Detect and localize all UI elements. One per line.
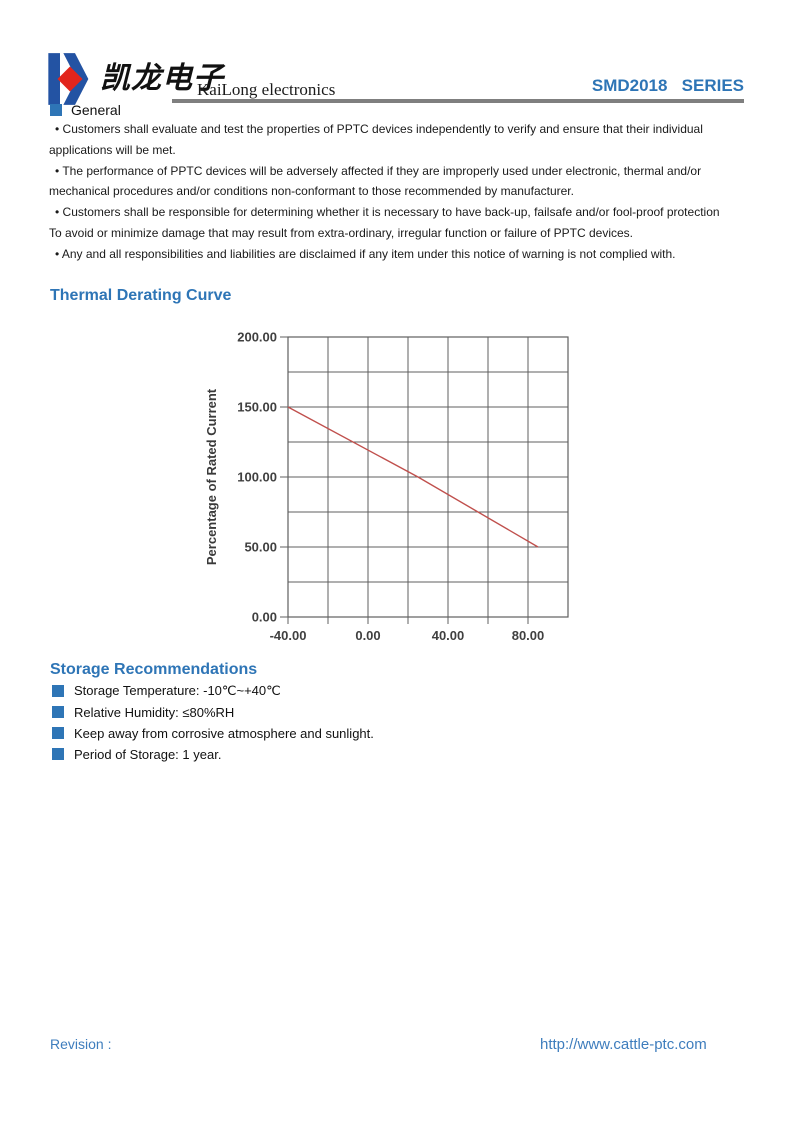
svg-text:-40.00: -40.00: [270, 628, 307, 643]
storage-item-text: Period of Storage: 1 year.: [74, 746, 222, 762]
blue-square-bullet-icon: [52, 727, 64, 739]
blue-square-bullet-icon: [52, 706, 64, 718]
svg-text:50.00: 50.00: [244, 540, 277, 555]
company-name-chinese: 凯龙电子: [100, 62, 224, 95]
svg-text:200.00: 200.00: [237, 330, 277, 345]
svg-text:0.00: 0.00: [252, 610, 277, 625]
company-name-latin: KaiLong electronics: [197, 80, 336, 99]
website-link[interactable]: http://www.cattle-ptc.com: [540, 1036, 707, 1053]
storage-item-text: Keep away from corrosive atmosphere and …: [74, 725, 374, 741]
thermal-derating-chart: -40.00 0.00 40.00 80.00 0.00 50.00 100.00 150.0…: [200, 330, 600, 652]
general-paragraph: • The performance of PPTC devices will b…: [49, 163, 702, 199]
svg-text:100.00: 100.00: [237, 470, 277, 485]
general-section-title: General: [71, 102, 121, 118]
storage-list: Storage Temperature: -10℃~+40℃ Relative …: [52, 683, 374, 768]
svg-text:0.00: 0.00: [355, 628, 380, 643]
list-item: Storage Temperature: -10℃~+40℃: [52, 683, 374, 698]
blue-square-bullet-icon: [52, 685, 64, 697]
list-item: Keep away from corrosive atmosphere and …: [52, 725, 374, 741]
header-divider: [172, 99, 744, 103]
storage-item-text: Storage Temperature: -10℃~+40℃: [74, 683, 281, 698]
blue-square-bullet-icon: [52, 748, 64, 760]
series-label: SMD2018 SERIES: [591, 76, 744, 95]
svg-text:40.00: 40.00: [432, 628, 465, 643]
general-paragraph: • Any and all responsibilities and liabi…: [55, 246, 676, 261]
thermal-derating-title: Thermal Derating Curve: [50, 287, 232, 304]
storage-item-text: Relative Humidity: ≤80%RH: [74, 704, 235, 720]
storage-section-title: Storage Recommendations: [50, 661, 258, 678]
general-paragraph: • Customers shall be responsible for det…: [49, 205, 720, 240]
svg-text:150.00: 150.00: [237, 400, 277, 415]
thermal-chart-svg: -40.00 0.00 40.00 80.00 0.00 50.00 100.00 150.0…: [204, 330, 569, 643]
general-paragraph: • Customers shall evaluate and test the …: [49, 122, 703, 157]
general-paragraphs: • Customers shall evaluate and test the …: [49, 119, 721, 265]
svg-text:Percentage of Rated Current: Percentage of Rated Current: [204, 388, 219, 565]
svg-text:80.00: 80.00: [512, 628, 545, 643]
list-item: Relative Humidity: ≤80%RH: [52, 704, 374, 720]
revision-label: Revision :: [50, 1036, 112, 1052]
general-section-header: General: [50, 102, 121, 118]
list-item: Period of Storage: 1 year.: [52, 746, 374, 762]
blue-square-bullet-icon: [50, 104, 62, 116]
kailong-logo-icon: [48, 53, 89, 105]
